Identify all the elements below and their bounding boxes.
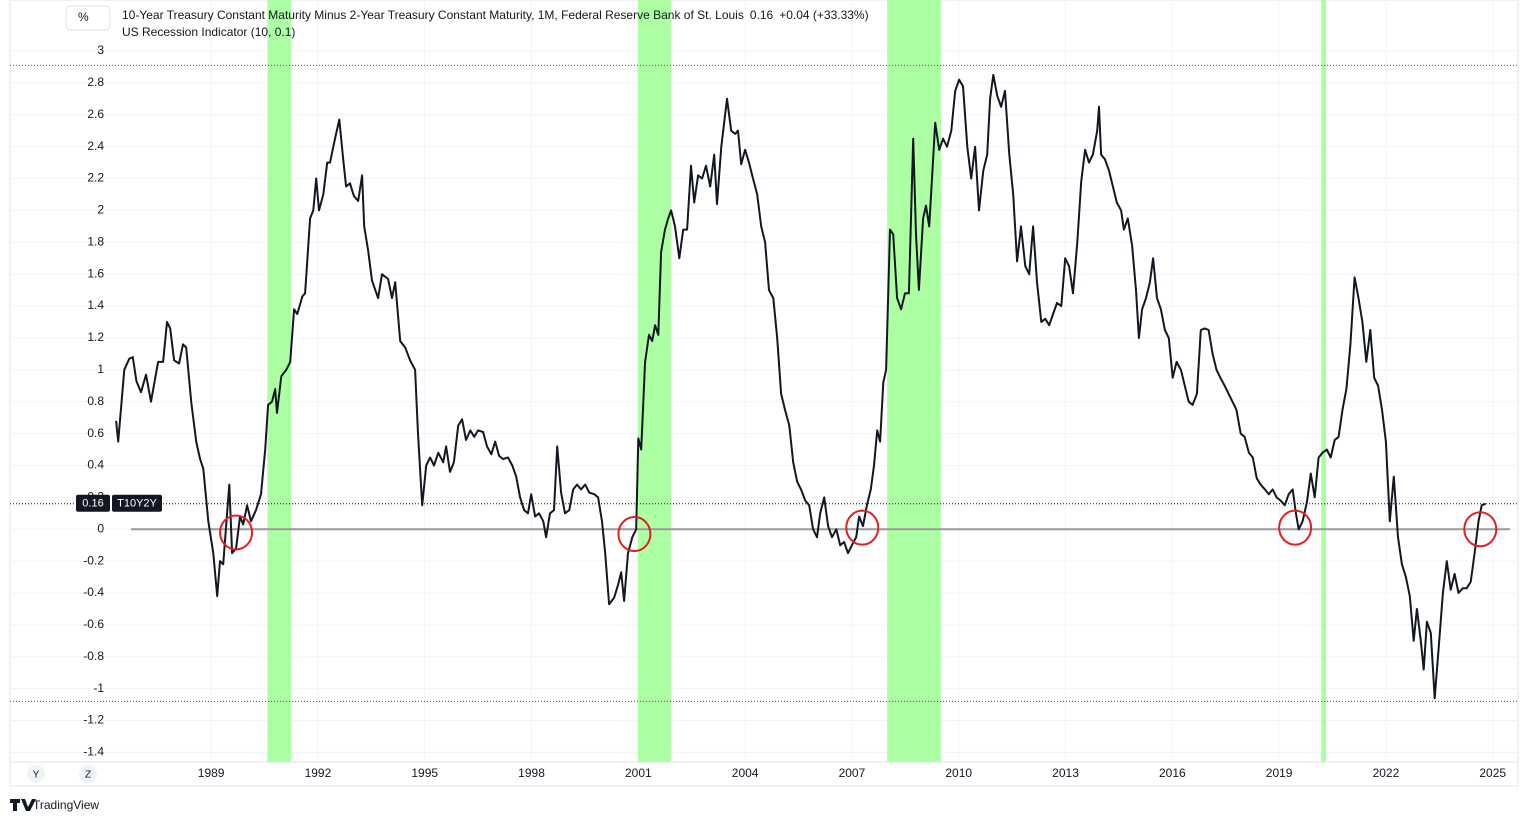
annotation-circle — [1463, 511, 1498, 548]
scale-button-label: Y — [33, 770, 40, 781]
recession-band — [637, 0, 672, 762]
indicator-label: US Recession Indicator (10, 0.1) — [122, 25, 295, 39]
annotation-circle — [845, 509, 880, 546]
y-tick-label: -0.4 — [83, 585, 104, 599]
y-tick-label: 2.6 — [87, 107, 104, 121]
x-tick-label: 2022 — [1373, 766, 1400, 780]
y-tick-label: 2.2 — [87, 171, 104, 185]
header-change: +0.04 (+33.33%) — [779, 8, 868, 22]
symbol-label: T10Y2Y — [117, 498, 157, 510]
y-tick-label: 2.8 — [87, 75, 104, 89]
recession-band — [887, 0, 941, 762]
chart-frame — [9, 0, 1519, 787]
y-tick-label: 2.4 — [87, 139, 104, 153]
y-tick-label: 3 — [97, 43, 104, 57]
last-value-label: 0.16 — [82, 498, 103, 510]
unit-box[interactable] — [65, 5, 111, 31]
y-tick-label: 0 — [97, 521, 104, 535]
y-tick-label: 2 — [97, 203, 104, 217]
scale-button[interactable] — [27, 765, 45, 783]
x-tick-label: 2016 — [1159, 766, 1186, 780]
symbol-badge — [112, 494, 162, 512]
y-tick-label: -1.2 — [83, 713, 104, 727]
y-tick-label: -0.8 — [83, 649, 104, 663]
brand-label: TradingView — [33, 798, 99, 812]
y-tick-label: 0.4 — [87, 458, 104, 472]
y-tick-label: 1.2 — [87, 330, 104, 344]
x-tick-label: 2004 — [732, 766, 759, 780]
y-tick-label: 1.4 — [87, 298, 104, 312]
y-tick-label: -1 — [93, 681, 104, 695]
annotation-circle — [1278, 509, 1313, 546]
x-tick-label: 2025 — [1479, 766, 1506, 780]
recession-band — [267, 0, 292, 762]
header-value: 0.16 — [750, 8, 774, 22]
x-tick-label: 2007 — [839, 766, 866, 780]
y-tick-label: 1.8 — [87, 234, 104, 248]
annotation-circle — [617, 516, 652, 553]
x-tick-label: 2001 — [625, 766, 652, 780]
y-tick-label: 1 — [97, 362, 104, 376]
x-tick-label: 2013 — [1052, 766, 1079, 780]
background-layer — [10, 0, 1518, 762]
y-tick-label: 1.6 — [87, 266, 104, 280]
recession-band — [1321, 0, 1327, 762]
unit-label: % — [78, 10, 89, 24]
y-tick-label: -1.4 — [83, 745, 104, 759]
scale-button-label: Z — [85, 770, 91, 781]
y-tick-label: -0.6 — [83, 617, 104, 631]
x-tick-label: 2019 — [1266, 766, 1293, 780]
y-tick-label: -0.2 — [83, 553, 104, 567]
y-tick-label: 0.8 — [87, 394, 104, 408]
chart-title: 10-Year Treasury Constant Maturity Minus… — [122, 8, 744, 22]
last-value-badge — [76, 494, 110, 512]
series-line — [115, 73, 1486, 700]
y-tick-label: 0.6 — [87, 426, 104, 440]
x-tick-label: 1989 — [198, 766, 225, 780]
annotation-circle — [219, 514, 254, 551]
x-tick-label: 1998 — [518, 766, 545, 780]
x-tick-label: 1992 — [305, 766, 332, 780]
x-tick-label: 1995 — [411, 766, 438, 780]
brand-logo — [10, 799, 36, 811]
x-tick-label: 2010 — [945, 766, 972, 780]
scale-button[interactable] — [79, 765, 97, 783]
